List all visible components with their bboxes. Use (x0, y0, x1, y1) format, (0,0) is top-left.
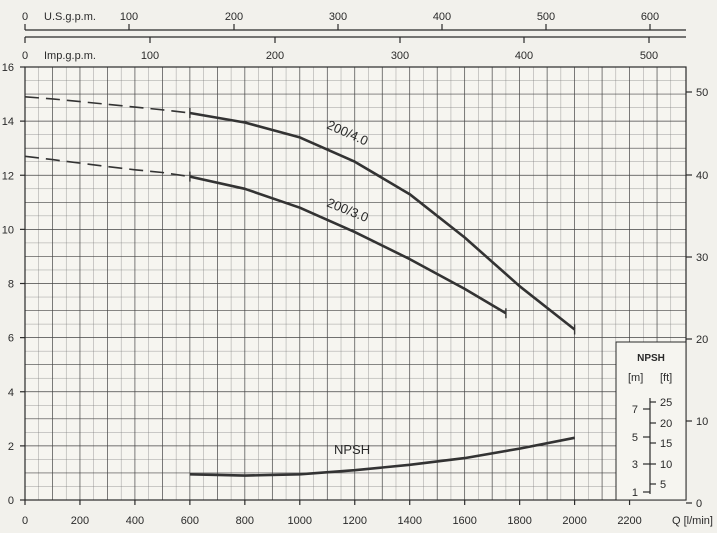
us-gpm-axis-label: U.S.g.p.m. (44, 11, 96, 23)
npsh-ft-tick-label: 20 (660, 418, 672, 430)
x-tick-label: 200 (71, 515, 89, 527)
imp-gpm-axis-label: Imp.g.p.m. (44, 50, 96, 62)
imp-gpm-tick-label: 400 (515, 50, 533, 62)
x-tick-label: 1200 (343, 515, 367, 527)
npsh-m-tick-label: 1 (632, 487, 638, 499)
right-tick-label: 40 (696, 170, 708, 182)
imp-gpm-tick-label: 100 (141, 50, 159, 62)
imp-gpm-tick-label: 0 (22, 50, 28, 62)
npsh-ft-tick-label: 15 (660, 438, 672, 450)
performance-curve (189, 111, 576, 331)
npsh-ft-tick-label: 5 (660, 479, 666, 491)
x-tick-label: 1800 (507, 515, 531, 527)
y-tick-label: 16 (2, 62, 14, 74)
y-tick-label: 2 (8, 441, 14, 453)
npsh-m-tick-label: 5 (632, 432, 638, 444)
x-tick-label: 2000 (562, 515, 586, 527)
y-tick-label: 0 (8, 495, 14, 507)
imp-gpm-tick-label: 500 (640, 50, 658, 62)
us-gpm-tick-label: 400 (433, 11, 451, 23)
y-tick-label: 4 (8, 387, 14, 399)
y-tick-label: 8 (8, 279, 14, 291)
imp-gpm-tick-label: 300 (391, 50, 409, 62)
right-tick-label: 50 (696, 87, 708, 99)
performance-curve (189, 436, 575, 477)
curve-dashed-extension (24, 96, 190, 114)
y-tick-label: 14 (2, 116, 14, 128)
npsh-ft-tick-label: 25 (660, 397, 672, 409)
us-gpm-tick-label: 500 (537, 11, 555, 23)
right-tick-label: 30 (696, 252, 708, 264)
y-tick-label: 6 (8, 333, 14, 345)
npsh-legend-title: NPSH (637, 353, 665, 364)
series-label: NPSH (334, 442, 370, 457)
x-tick-label: 0 (22, 515, 28, 527)
us-gpm-tick-label: 200 (225, 11, 243, 23)
x-tick-label: 1400 (397, 515, 421, 527)
performance-curve (189, 175, 507, 315)
right-tick-label: 10 (696, 416, 708, 428)
npsh-legend-unit-m: [m] (628, 372, 643, 384)
npsh-ft-tick-label: 10 (660, 459, 672, 471)
x-tick-label: 400 (126, 515, 144, 527)
x-tick-label: 800 (236, 515, 254, 527)
y-tick-label: 12 (2, 170, 14, 182)
right-tick-label: 0 (696, 498, 702, 510)
curve-dashed-extension (24, 155, 191, 178)
x-tick-label: 2200 (617, 515, 641, 527)
right-tick-label: 20 (696, 334, 708, 346)
x-tick-label: 600 (181, 515, 199, 527)
y-tick-label: 10 (2, 224, 14, 236)
x-tick-label: 1000 (288, 515, 312, 527)
us-gpm-tick-label: 100 (120, 11, 138, 23)
npsh-legend-unit-ft: [ft] (660, 372, 672, 384)
npsh-m-tick-label: 3 (632, 459, 638, 471)
us-gpm-tick-label: 600 (641, 11, 659, 23)
us-gpm-tick-label: 0 (22, 11, 28, 23)
x-tick-label: 1600 (452, 515, 476, 527)
us-gpm-tick-label: 300 (329, 11, 347, 23)
npsh-m-tick-label: 7 (632, 404, 638, 416)
npsh-legend-box (615, 341, 687, 501)
x-axis-unit-label: Q [l/min] (672, 515, 713, 527)
imp-gpm-tick-label: 200 (266, 50, 284, 62)
